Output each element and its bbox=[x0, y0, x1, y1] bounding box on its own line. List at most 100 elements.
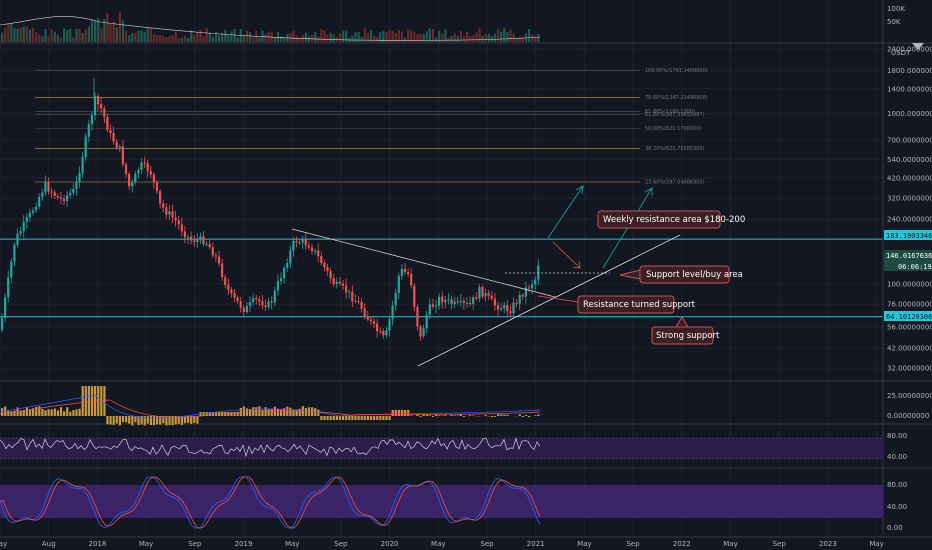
x-tick-label: May bbox=[0, 540, 7, 548]
macd-hist-bar bbox=[28, 409, 32, 416]
candle-body bbox=[236, 297, 239, 302]
candle-body bbox=[472, 297, 475, 305]
volume-bar bbox=[59, 37, 63, 42]
time-axis: May Aug 2018 May Sep 2019 May Sep 2020 May Sep 2021… bbox=[0, 540, 884, 548]
macd-hist-bar bbox=[320, 416, 323, 420]
price-tick-label: 320.00000000 bbox=[887, 194, 932, 202]
macd-hist-bar bbox=[292, 409, 295, 416]
volume-bar bbox=[332, 34, 335, 42]
macd-hist-bar bbox=[121, 416, 125, 423]
macd-hist-bar bbox=[329, 416, 332, 420]
candle-body bbox=[382, 331, 385, 336]
candle-body bbox=[239, 301, 242, 308]
volume-bar bbox=[196, 32, 199, 42]
volume-bar bbox=[187, 37, 190, 42]
macd-hist-bar bbox=[280, 409, 283, 416]
candle-body bbox=[22, 221, 25, 232]
candle-body bbox=[217, 256, 221, 264]
x-tick-label: May bbox=[577, 540, 591, 548]
x-tick-label: May bbox=[285, 540, 299, 548]
volume-bar bbox=[211, 36, 214, 42]
volume-bar bbox=[311, 35, 314, 42]
candle-body bbox=[90, 115, 93, 125]
volume-bar bbox=[131, 33, 134, 42]
candle-body bbox=[400, 268, 403, 276]
candle-body bbox=[357, 300, 360, 302]
volume-bar bbox=[376, 37, 379, 42]
candle-body bbox=[16, 233, 19, 245]
macd-hist-bar bbox=[379, 416, 382, 420]
candle-body bbox=[38, 196, 41, 207]
candle-body bbox=[155, 182, 159, 192]
volume-bar bbox=[388, 30, 391, 42]
candle-body bbox=[475, 297, 478, 299]
macd-hist-bar bbox=[112, 416, 115, 425]
macd-hist-bar bbox=[38, 406, 41, 416]
macd-hist-bar bbox=[354, 416, 357, 420]
x-tick-label: 2018 bbox=[88, 540, 106, 548]
down-arrow-icon[interactable] bbox=[912, 43, 924, 50]
volume-bar bbox=[193, 34, 196, 42]
candle-body bbox=[360, 301, 363, 309]
volume-bar bbox=[41, 36, 44, 42]
macd-hist-bar bbox=[388, 416, 391, 420]
macd-hist-bar bbox=[332, 416, 335, 420]
candle-body bbox=[28, 212, 31, 218]
candle-body bbox=[233, 293, 236, 298]
macd-hist-bar bbox=[317, 409, 320, 416]
candle-body bbox=[385, 330, 388, 336]
macd-hist-bar bbox=[66, 407, 69, 416]
candle-body bbox=[258, 299, 261, 302]
volume-bar bbox=[146, 28, 149, 42]
macd-hist-bar bbox=[177, 416, 180, 424]
volume-bar bbox=[128, 35, 131, 42]
x-tick-label: May bbox=[723, 540, 737, 548]
candle-body bbox=[292, 240, 295, 251]
volume-bar bbox=[118, 11, 121, 42]
volume-bar bbox=[444, 29, 447, 42]
volume-bar bbox=[84, 29, 87, 42]
x-tick-label: 2022 bbox=[673, 540, 691, 548]
volume-bar bbox=[202, 36, 205, 42]
candle-body bbox=[304, 239, 307, 246]
candle-body bbox=[456, 301, 459, 303]
up-arrow-1 bbox=[547, 185, 584, 239]
candle-body bbox=[441, 296, 444, 303]
candle-body bbox=[537, 265, 540, 280]
volume-bar bbox=[382, 30, 385, 42]
candle-body bbox=[10, 261, 13, 278]
candle-body bbox=[416, 306, 419, 327]
candle-body bbox=[407, 272, 410, 275]
volume-bar bbox=[28, 29, 32, 42]
candle-body bbox=[44, 182, 47, 193]
macd-hist-bar bbox=[493, 416, 497, 417]
volume-bar bbox=[307, 36, 311, 42]
macd-hist-bar bbox=[528, 416, 531, 418]
macd-hist-bar bbox=[425, 414, 428, 416]
candle-body bbox=[230, 289, 233, 294]
macd-hist-bar bbox=[373, 416, 376, 420]
price-tick-label: 540.00000000 bbox=[887, 156, 932, 164]
price-tag-last: 146.01676366 06:06:19 bbox=[884, 250, 932, 271]
volume-bar bbox=[4, 27, 7, 42]
candle-body bbox=[97, 96, 100, 104]
candle-body bbox=[227, 284, 230, 290]
macd-hist-bar bbox=[137, 416, 140, 426]
macd-hist-bar bbox=[202, 412, 205, 416]
volume-bar bbox=[450, 35, 453, 42]
macd-hist-bar bbox=[524, 414, 528, 416]
volume-bar bbox=[323, 30, 326, 42]
macd-hist-bar bbox=[385, 416, 388, 420]
macd-hist-bar bbox=[106, 416, 109, 425]
candle-body bbox=[388, 319, 391, 331]
candle-body bbox=[434, 305, 438, 307]
x-tick-label: May bbox=[431, 540, 445, 548]
candle-body bbox=[131, 182, 134, 187]
x-tick-label: Aug bbox=[42, 540, 56, 548]
descending-trendline bbox=[291, 228, 556, 298]
macd-hist-bar bbox=[236, 412, 239, 416]
macd-hist-bar bbox=[342, 416, 345, 420]
candle-body bbox=[4, 297, 7, 318]
up-arrow-2-head bbox=[644, 187, 653, 196]
